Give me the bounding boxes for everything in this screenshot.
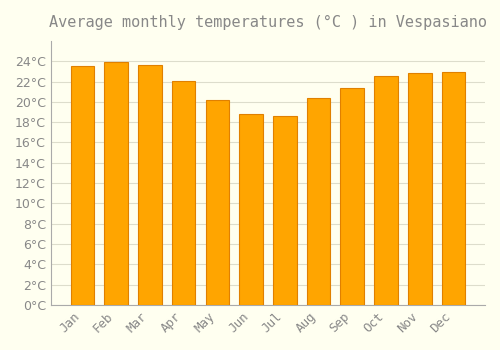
Bar (306, 98, 330, 305)
Bar (273, 116, 296, 305)
Bar (240, 114, 263, 305)
Bar (138, 65, 162, 305)
Bar (104, 62, 128, 305)
Bar (374, 76, 398, 305)
Title: Average monthly temperatures (°C ) in Vespasiano: Average monthly temperatures (°C ) in Ve… (49, 15, 487, 30)
Bar (206, 100, 229, 305)
Bar (408, 74, 432, 305)
Bar (442, 72, 466, 305)
Bar (340, 88, 364, 305)
Bar (70, 66, 94, 305)
Bar (172, 80, 196, 305)
